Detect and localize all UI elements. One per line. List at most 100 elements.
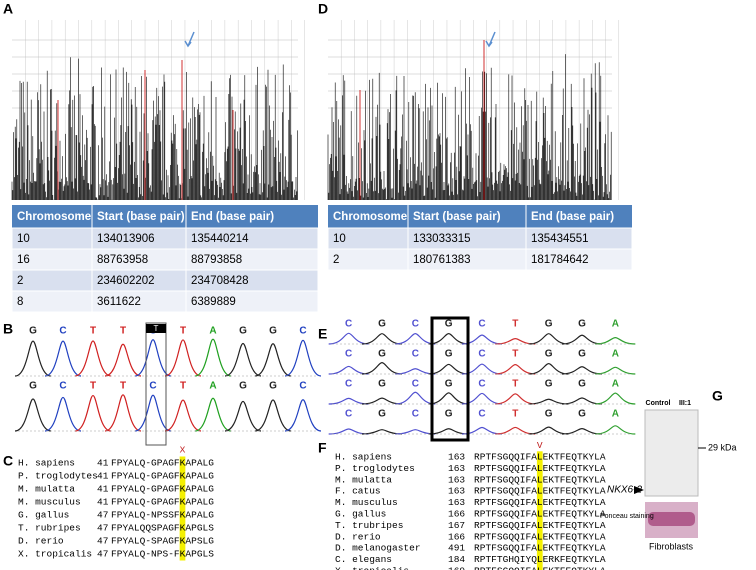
sequence: RPTFSGQQIFALEKTFEQTKYLA xyxy=(474,474,606,485)
plot-d-frame xyxy=(328,20,632,200)
trace-peak xyxy=(395,368,436,375)
position: 184 xyxy=(448,554,465,565)
base-call: G xyxy=(578,409,586,420)
variant-marker: V xyxy=(537,440,543,451)
trace-peak xyxy=(528,363,569,375)
conserved-highlight xyxy=(179,456,186,561)
base-call: G xyxy=(445,409,453,420)
base-call: C xyxy=(345,319,352,330)
sequence: RPTFSGQQIFALEKTFEQTKYLA xyxy=(474,520,606,531)
base-call: C xyxy=(59,326,66,337)
trace-peak xyxy=(328,428,369,435)
trace-peak xyxy=(528,398,569,405)
table-cell: 10 xyxy=(17,233,30,245)
base-call: G xyxy=(378,379,386,390)
table-cell: 8 xyxy=(17,296,23,308)
base-call: C xyxy=(412,349,419,360)
trace-peak xyxy=(561,428,603,435)
base-call: G xyxy=(269,381,277,392)
species: H. sapiens xyxy=(335,452,392,463)
species: G. gallus xyxy=(335,509,386,520)
trace-peak xyxy=(44,340,82,377)
sequence: RPTFSGQQIFALEKTFEQTKYLA xyxy=(474,509,606,520)
base-call: C xyxy=(59,381,66,392)
base-call: G xyxy=(445,349,453,360)
trace-peak xyxy=(428,392,469,405)
trace-peak xyxy=(395,333,436,345)
species: M. musculus xyxy=(18,497,81,508)
table-cell: 181784642 xyxy=(531,254,589,266)
base-call: T xyxy=(90,381,96,392)
table-row-bg xyxy=(11,248,319,271)
base-call: A xyxy=(612,319,619,330)
base-call: G xyxy=(269,326,277,337)
base-call: T xyxy=(512,409,518,420)
table-row-bg xyxy=(11,227,319,250)
protein-label: NKX6-2 xyxy=(607,485,642,496)
base-call: G xyxy=(445,319,453,330)
sequence: FPYALQ-GPAGFKAPALG xyxy=(111,484,214,495)
table-header: Start (base pair) xyxy=(97,211,185,223)
trace-peak xyxy=(561,397,603,405)
trace-peak xyxy=(254,399,292,432)
lane-label: Control xyxy=(646,400,671,407)
trace-peak xyxy=(254,343,292,377)
panel-letter: G xyxy=(712,388,723,404)
base-call: G xyxy=(378,409,386,420)
table-header: End (base pair) xyxy=(191,211,274,223)
trace-peak xyxy=(561,366,603,375)
trace-peak xyxy=(328,332,369,345)
base-call: A xyxy=(209,381,216,392)
base-call: G xyxy=(29,326,37,337)
base-call: C xyxy=(345,409,352,420)
trace-peak xyxy=(495,338,536,345)
position: 47 xyxy=(97,549,108,560)
species: H. sapiens xyxy=(18,458,75,469)
trace-peak xyxy=(224,400,262,432)
arrow xyxy=(485,31,496,48)
variant-marker: X xyxy=(180,445,186,456)
table-cell: 135440214 xyxy=(191,233,249,245)
position: 47 xyxy=(97,536,108,547)
sequence: RPTFTGHQIYQLERKFEQTKYLA xyxy=(474,554,606,565)
sequence: FPYALQ-NPS-FKAPGLS xyxy=(111,549,214,560)
trace-peak xyxy=(595,392,636,405)
species: D. rerio xyxy=(18,536,64,547)
sequence: FPYALQ-SPAGFKAPSLG xyxy=(111,536,214,547)
base-call: G xyxy=(239,381,247,392)
base-call: A xyxy=(209,326,216,337)
table-row-bg xyxy=(11,290,319,313)
panel-letter: A xyxy=(3,1,13,17)
sequence: RPTFSGQQIFALEKTFEQTKYLA xyxy=(474,463,606,474)
mutation-box xyxy=(145,322,167,446)
position: 163 xyxy=(448,497,465,508)
position: 41 xyxy=(97,497,109,508)
trace-peak xyxy=(361,429,403,435)
table-header-bg xyxy=(328,205,632,228)
position: 41 xyxy=(97,458,109,469)
arrow xyxy=(184,31,195,48)
species: T. rubripes xyxy=(18,523,81,534)
base-call: A xyxy=(612,349,619,360)
position: 47 xyxy=(97,510,108,521)
plot-bars xyxy=(11,57,298,200)
table-row-bg xyxy=(11,269,319,292)
species: D. rerio xyxy=(335,531,381,542)
species: D. melanogaster xyxy=(335,543,421,554)
trace-peak xyxy=(595,337,636,345)
trace-peak xyxy=(194,338,232,377)
position: 163 xyxy=(448,474,465,485)
table-header: Start (base pair) xyxy=(413,211,501,223)
table-cell: 180761383 xyxy=(413,254,471,266)
trace-peak xyxy=(595,425,636,435)
trace-peak xyxy=(74,340,112,377)
base-call: C xyxy=(345,379,352,390)
base-call: G xyxy=(378,349,386,360)
base-call: G xyxy=(578,349,586,360)
base-call: A xyxy=(612,409,619,420)
trace-peak xyxy=(361,362,403,375)
base-call: T xyxy=(512,379,518,390)
species: P. troglodytes xyxy=(18,471,98,482)
trace-peak xyxy=(495,364,536,375)
